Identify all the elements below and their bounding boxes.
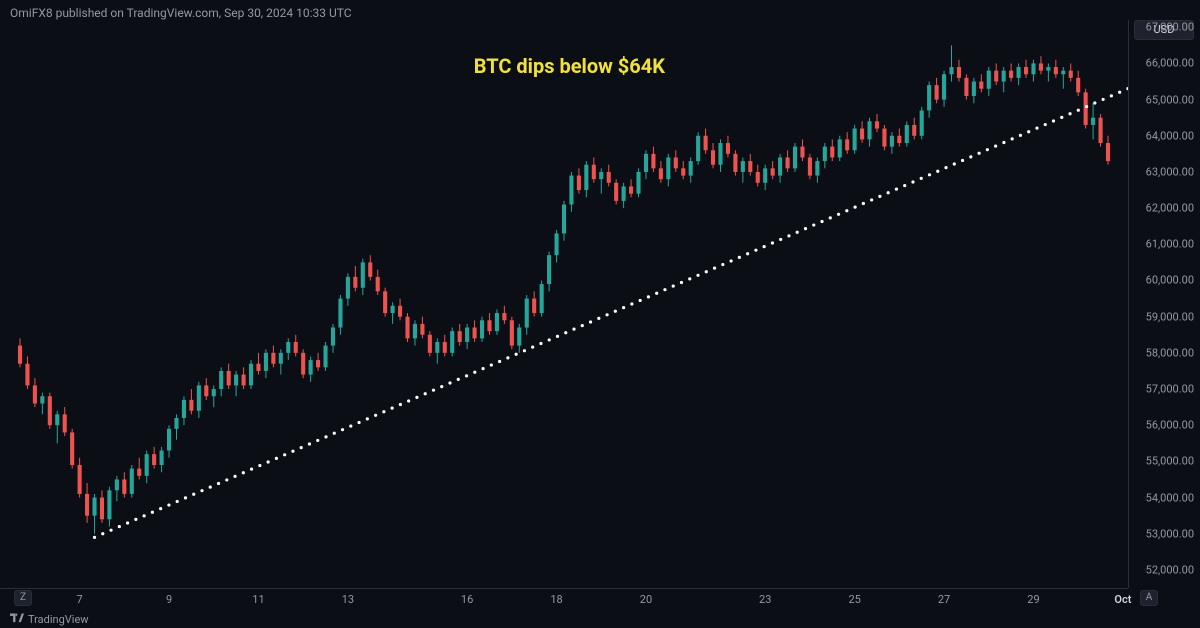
y-tick: 52,000.00 bbox=[1146, 563, 1194, 576]
timezone-badge[interactable]: Z bbox=[14, 590, 32, 606]
x-tick: 9 bbox=[166, 593, 172, 606]
x-tick: 7 bbox=[77, 593, 83, 606]
chart-container: OmiFX8 published on TradingView.com, Sep… bbox=[0, 0, 1200, 628]
tradingview-icon bbox=[10, 612, 24, 626]
y-tick: 55,000.00 bbox=[1146, 455, 1194, 468]
y-tick: 58,000.00 bbox=[1146, 346, 1194, 359]
y-tick: 64,000.00 bbox=[1146, 129, 1194, 142]
x-tick: 29 bbox=[1027, 593, 1039, 606]
x-tick: 11 bbox=[252, 593, 264, 606]
x-tick: 20 bbox=[640, 593, 652, 606]
y-tick: 56,000.00 bbox=[1146, 419, 1194, 432]
candlestick-svg bbox=[0, 20, 1128, 588]
plot-area[interactable]: BTC dips below $64K bbox=[0, 20, 1128, 588]
x-tick: Oct bbox=[1114, 593, 1131, 606]
x-axis[interactable]: 7 9 11 13 16 18 20 23 25 27 29 Oct bbox=[0, 588, 1128, 610]
x-tick: 25 bbox=[848, 593, 860, 606]
y-tick: 67,000.00 bbox=[1146, 21, 1194, 34]
y-tick: 62,000.00 bbox=[1146, 202, 1194, 215]
watermark-text: TradingView bbox=[28, 613, 89, 626]
y-tick: 63,000.00 bbox=[1146, 165, 1194, 178]
x-tick: 23 bbox=[759, 593, 771, 606]
x-tick: 27 bbox=[938, 593, 950, 606]
y-tick: 57,000.00 bbox=[1146, 383, 1194, 396]
x-tick: 16 bbox=[461, 593, 473, 606]
publisher-line: OmiFX8 published on TradingView.com, Sep… bbox=[10, 6, 352, 20]
y-tick: 60,000.00 bbox=[1146, 274, 1194, 287]
y-axis[interactable]: USD 52,000.0053,000.0054,000.0055,000.00… bbox=[1128, 20, 1200, 588]
x-tick: 13 bbox=[342, 593, 354, 606]
y-tick: 54,000.00 bbox=[1146, 491, 1194, 504]
y-tick: 65,000.00 bbox=[1146, 93, 1194, 106]
chart-annotation: BTC dips below $64K bbox=[474, 54, 665, 78]
tradingview-watermark: TradingView bbox=[10, 612, 89, 626]
y-tick: 61,000.00 bbox=[1146, 238, 1194, 251]
y-tick: 53,000.00 bbox=[1146, 527, 1194, 540]
y-tick: 59,000.00 bbox=[1146, 310, 1194, 323]
x-tick: 18 bbox=[550, 593, 562, 606]
autoscale-badge[interactable]: A bbox=[1140, 590, 1158, 606]
y-tick: 66,000.00 bbox=[1146, 57, 1194, 70]
